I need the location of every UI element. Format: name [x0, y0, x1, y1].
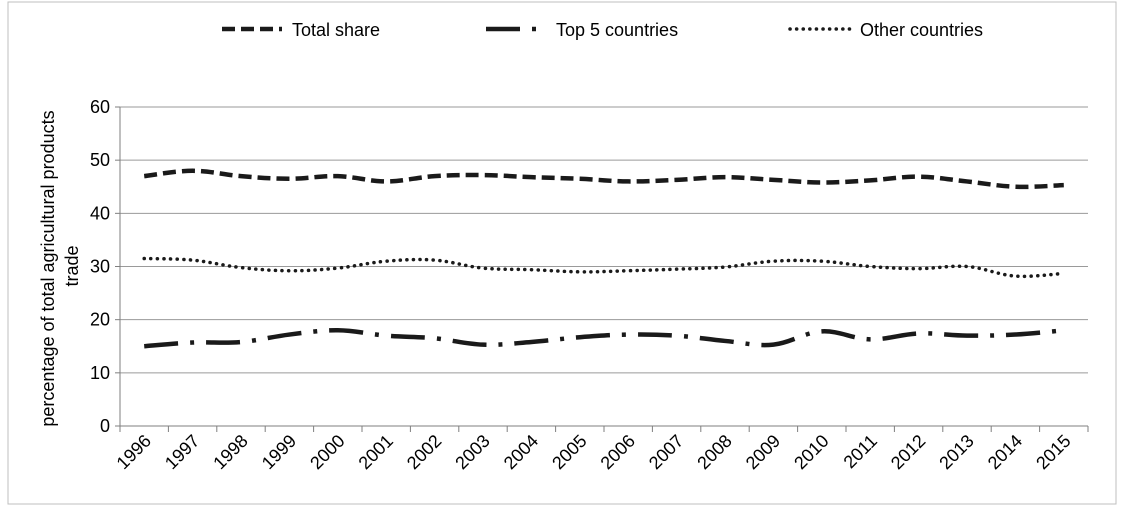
y-tick-label: 40	[90, 203, 110, 223]
y-tick-label: 30	[90, 257, 110, 277]
gridlines	[120, 106, 1088, 374]
y-tick-label: 20	[90, 310, 110, 330]
y-axis-title-line-2: trade	[62, 245, 82, 286]
series-line-other-countries	[142, 256, 1066, 279]
y-tick-label: 50	[90, 150, 110, 170]
series-line-total-share	[143, 168, 1064, 190]
legend: Total share Top 5 countries Other countrie…	[222, 20, 983, 40]
series-lines	[142, 168, 1066, 349]
series-line-top-5-countries	[144, 328, 1064, 349]
y-tick-label: 0	[100, 416, 110, 436]
legend-label: Total share	[292, 20, 380, 40]
y-axis-title: percentage of total agricultural product…	[38, 105, 82, 426]
y-axis-title-line-1: percentage of total agricultural product…	[38, 110, 58, 426]
legend-label: Other countries	[860, 20, 983, 40]
legend-label: Top 5 countries	[556, 20, 678, 40]
y-tick-label: 10	[90, 363, 110, 383]
y-tick-label: 60	[90, 97, 110, 117]
chart-frame	[7, 1, 1117, 505]
